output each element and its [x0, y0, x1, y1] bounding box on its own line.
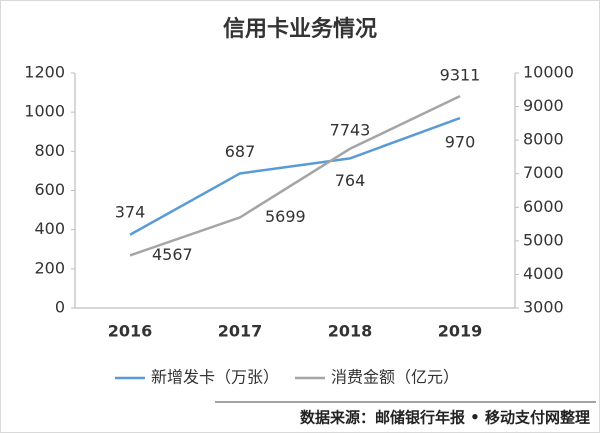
data-label: 374 — [115, 202, 146, 221]
y2-tick-label: 8000 — [523, 130, 564, 149]
data-label: 764 — [335, 171, 366, 190]
data-label: 9311 — [440, 66, 481, 85]
x-tick-label: 2018 — [328, 322, 373, 341]
chart-title: 信用卡业务情况 — [223, 16, 377, 42]
data-label: 687 — [225, 142, 256, 161]
source: 数据来源：邮储银行年报 • 移动支付网整理 — [300, 409, 590, 427]
y2-tick-label: 5000 — [523, 230, 564, 249]
y2-tick-label: 7000 — [523, 163, 564, 182]
y2-tick-label: 10000 — [523, 63, 574, 82]
series-line — [129, 95, 461, 257]
data-label: 970 — [445, 133, 476, 152]
y-tick-label: 1200 — [24, 63, 65, 82]
y2-tick-label: 6000 — [523, 197, 564, 216]
y-tick-label: 800 — [34, 141, 65, 160]
y2-tick-label: 3000 — [523, 298, 564, 317]
x-tick-label: 2019 — [438, 322, 483, 341]
legend-label: 消费金额（亿元） — [331, 368, 459, 387]
y-tick-label: 600 — [34, 180, 65, 199]
x-tick-label: 2016 — [108, 322, 153, 341]
y-tick-label: 200 — [34, 258, 65, 277]
y-tick-label: 1000 — [24, 102, 65, 121]
y-tick-label: 0 — [55, 298, 65, 317]
y-tick-label: 400 — [34, 219, 65, 238]
y2-tick-label: 9000 — [523, 96, 564, 115]
data-label: 4567 — [152, 245, 193, 264]
data-label: 5699 — [265, 207, 306, 226]
data-label: 7743 — [330, 120, 371, 139]
y2-tick-label: 4000 — [523, 264, 564, 283]
series-line — [129, 116, 461, 236]
legend-label: 新增发卡（万张） — [151, 368, 279, 387]
x-tick-label: 2017 — [218, 322, 263, 341]
